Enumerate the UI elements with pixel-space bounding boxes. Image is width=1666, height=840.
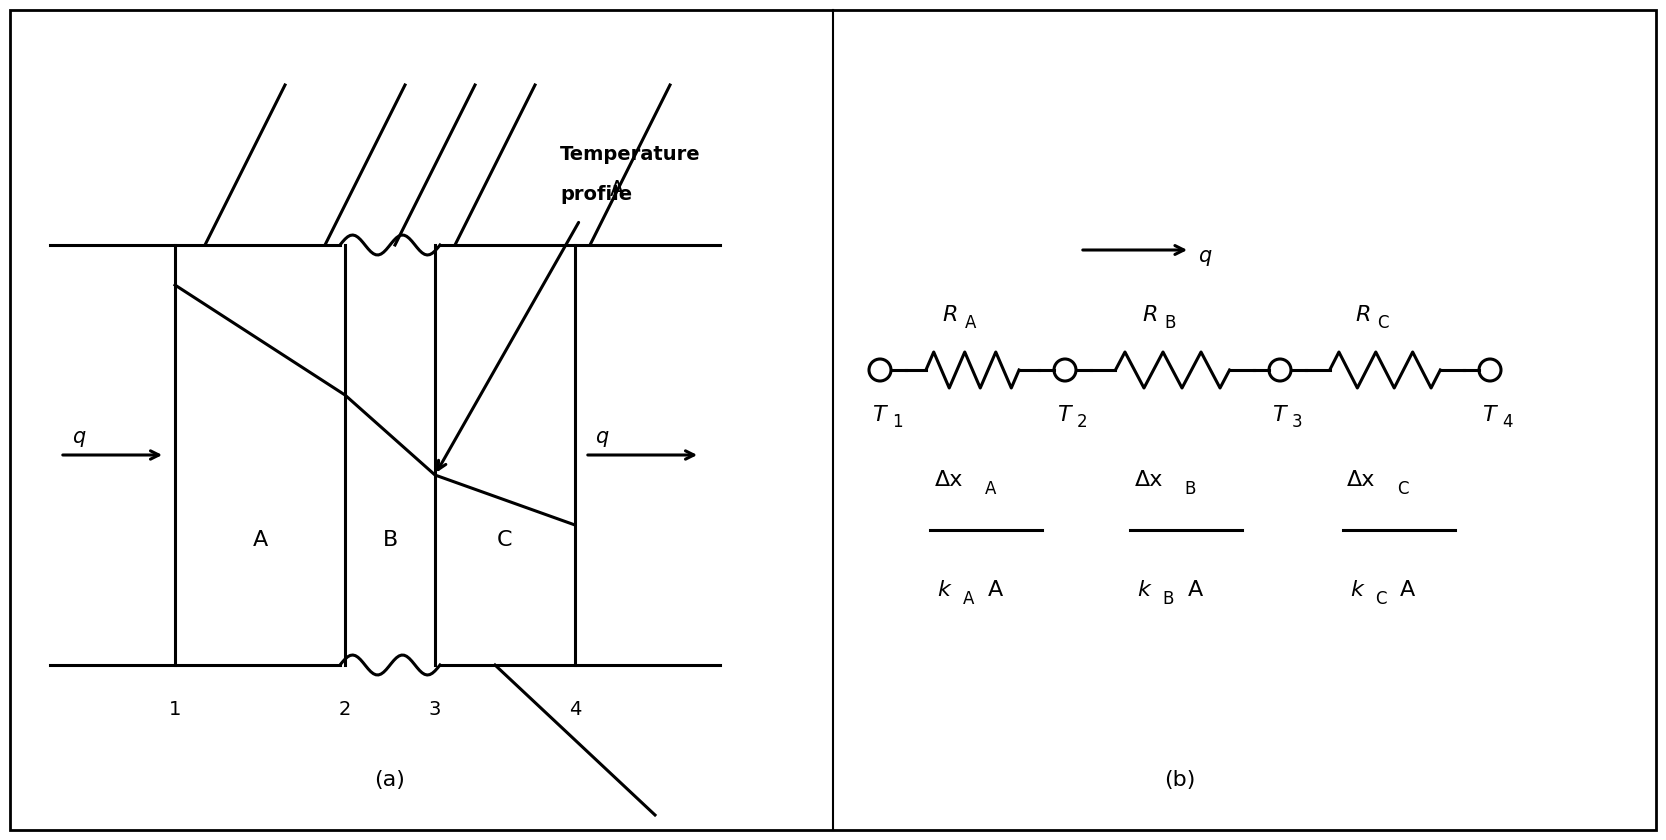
Text: T: T <box>1056 405 1071 425</box>
Text: k: k <box>1349 580 1363 600</box>
Text: T: T <box>1483 405 1496 425</box>
Text: Temperature: Temperature <box>560 145 701 164</box>
Text: 2: 2 <box>338 700 352 719</box>
Text: B: B <box>1185 480 1196 498</box>
Text: A: A <box>610 180 625 200</box>
Text: Δx: Δx <box>1135 470 1163 490</box>
Text: Δx: Δx <box>1348 470 1376 490</box>
Text: 1: 1 <box>168 700 182 719</box>
Text: T: T <box>871 405 886 425</box>
Text: R: R <box>1143 305 1158 325</box>
Text: C: C <box>1374 590 1386 608</box>
Text: 4: 4 <box>568 700 581 719</box>
Text: C: C <box>1398 480 1408 498</box>
Text: q: q <box>1198 246 1211 266</box>
Text: A: A <box>963 590 975 608</box>
Text: A: A <box>965 314 976 332</box>
Text: A: A <box>1188 580 1203 600</box>
Text: A: A <box>252 530 268 550</box>
Text: 3: 3 <box>1293 413 1303 431</box>
Text: B: B <box>1163 590 1175 608</box>
Text: 1: 1 <box>891 413 903 431</box>
Text: T: T <box>1273 405 1286 425</box>
Text: (a): (a) <box>375 770 405 790</box>
Text: C: C <box>1378 314 1388 332</box>
Text: 4: 4 <box>1503 413 1513 431</box>
Text: R: R <box>943 305 958 325</box>
Text: R: R <box>1354 305 1371 325</box>
Text: q: q <box>595 427 608 447</box>
Text: 3: 3 <box>428 700 441 719</box>
Text: A: A <box>1399 580 1414 600</box>
Text: k: k <box>1138 580 1151 600</box>
Text: profile: profile <box>560 185 631 204</box>
Text: 2: 2 <box>1076 413 1088 431</box>
Text: k: k <box>938 580 950 600</box>
Text: Δx: Δx <box>935 470 963 490</box>
Text: C: C <box>496 530 513 550</box>
Text: q: q <box>72 427 85 447</box>
Text: A: A <box>988 580 1003 600</box>
Text: A: A <box>985 480 996 498</box>
Text: B: B <box>383 530 398 550</box>
Text: (b): (b) <box>1165 770 1196 790</box>
Text: B: B <box>1165 314 1176 332</box>
